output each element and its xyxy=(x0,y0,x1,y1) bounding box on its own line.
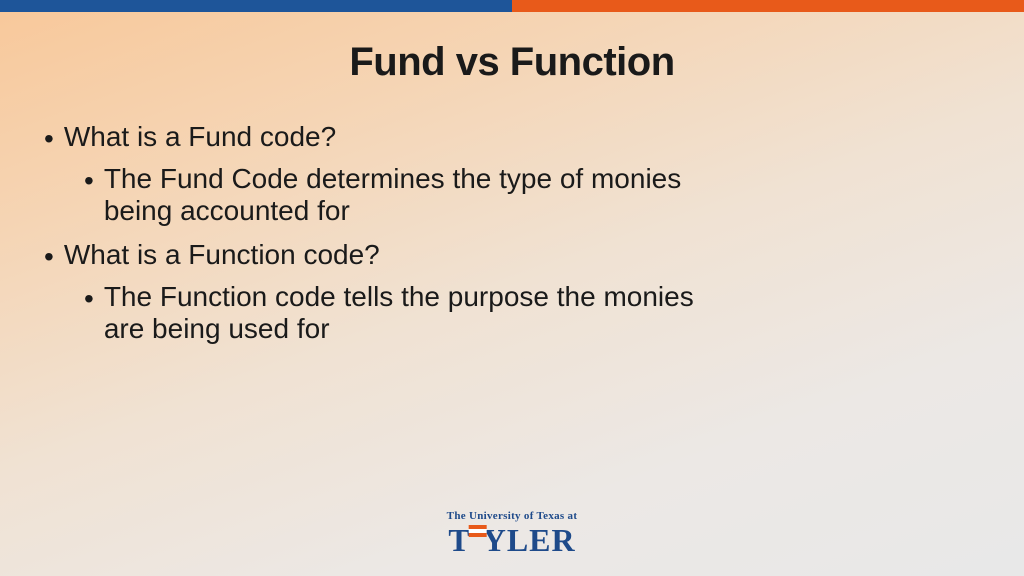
slide: Fund vs Function • What is a Fund code? … xyxy=(0,0,1024,576)
logo-letters-yler: YLER xyxy=(483,522,576,558)
logo-letter-t: T xyxy=(448,522,470,558)
bullet-text: What is a Function code? xyxy=(64,239,380,271)
bullet-marker: • xyxy=(44,123,54,155)
bullet-marker: • xyxy=(44,241,54,273)
university-logo: The University of Texas at T YLER xyxy=(447,510,578,556)
bullet-text: The Function code tells the purpose the … xyxy=(104,281,704,345)
bullet-item: • What is a Function code? xyxy=(44,239,964,273)
flag-stripe xyxy=(469,533,487,537)
top-bar-left xyxy=(0,0,512,12)
top-accent-bar xyxy=(0,0,1024,12)
bullet-text: What is a Fund code? xyxy=(64,121,336,153)
bullet-item: • The Function code tells the purpose th… xyxy=(84,281,704,345)
top-bar-right xyxy=(512,0,1024,12)
bullet-item: • The Fund Code determines the type of m… xyxy=(84,163,704,227)
bullet-marker: • xyxy=(84,165,94,197)
slide-title: Fund vs Function xyxy=(0,40,1024,85)
logo-main-text: T YLER xyxy=(448,524,575,556)
bullet-item: • What is a Fund code? xyxy=(44,121,964,155)
slide-content: • What is a Fund code? • The Fund Code d… xyxy=(0,121,1024,345)
logo-flag-icon xyxy=(469,525,487,537)
bullet-marker: • xyxy=(84,283,94,315)
logo-subtitle: The University of Texas at xyxy=(447,510,578,522)
bullet-text: The Fund Code determines the type of mon… xyxy=(104,163,704,227)
